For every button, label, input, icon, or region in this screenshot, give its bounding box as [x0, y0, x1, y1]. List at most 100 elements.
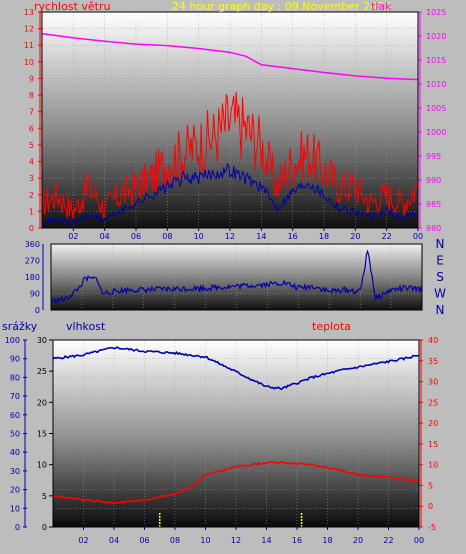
humidity-tick-label: 30: [37, 336, 47, 345]
panel-bottom-frame: [52, 339, 420, 528]
temp-tick-label: 0: [428, 502, 433, 511]
humidity-tick-label: 5: [42, 492, 47, 501]
temp-tick-label: 10: [428, 461, 438, 470]
right-tick-label: 990: [426, 176, 441, 185]
rain-tick-label: 70: [10, 392, 20, 401]
temperature-axis-title: teplota: [312, 320, 351, 333]
x-tick-label: 20: [350, 232, 360, 241]
x-tick-label: 16: [292, 536, 302, 545]
left-tick-label: 10: [24, 58, 34, 67]
x-tick-label: 10: [194, 232, 204, 241]
left-tick-label: 1: [29, 207, 34, 216]
rain-tick-label: 20: [10, 486, 20, 495]
x-tick-label: 20: [353, 536, 363, 545]
humidity-tick-label: 0: [42, 523, 47, 532]
left-tick-label: 8: [29, 91, 34, 100]
left-tick-label: 11: [24, 41, 34, 50]
x-tick-label: 12: [231, 536, 241, 545]
x-tick-label: 22: [382, 232, 392, 241]
left-axis-title: rychlost větru: [34, 0, 110, 13]
wind-gust-line: [41, 91, 419, 220]
x-tick-label: 06: [139, 536, 149, 545]
direction-line: [50, 249, 423, 304]
panel-mid-frame: [50, 243, 423, 311]
rain-tick-label: 60: [10, 411, 20, 420]
right-tick-label: 1020: [426, 32, 446, 41]
panel-top-frame: [41, 11, 419, 229]
humidity-axis-title: vlhkost: [66, 320, 106, 333]
left-tick-label: 12: [24, 25, 34, 34]
humidity-tick-label: 15: [37, 430, 47, 439]
left-tick-label: 9: [29, 74, 34, 83]
right-tick-label: 1010: [426, 80, 446, 89]
humidity-tick-label: 25: [37, 367, 47, 376]
x-tick-label: 02: [78, 536, 88, 545]
direction-tick-label: 0: [35, 306, 40, 315]
x-tick-label: 16: [288, 232, 298, 241]
humidity-tick-label: 10: [37, 461, 47, 470]
right-tick-label: 1005: [426, 104, 446, 113]
x-tick-label: 02: [68, 232, 78, 241]
humidity-line: [52, 346, 420, 391]
temp-tick-label: -5: [428, 523, 436, 532]
x-tick-label: 14: [256, 232, 266, 241]
rain-tick-label: 0: [15, 523, 20, 532]
rain-tick-label: 40: [10, 448, 20, 457]
left-tick-label: 6: [29, 124, 34, 133]
rain-tick-label: 100: [5, 336, 20, 345]
humidity-tick-label: 20: [37, 398, 47, 407]
x-tick-label: 10: [200, 536, 210, 545]
left-tick-label: 7: [29, 108, 34, 117]
x-tick-label: 18: [322, 536, 332, 545]
temp-tick-label: 25: [428, 398, 438, 407]
rain-tick-label: 10: [10, 504, 20, 513]
left-tick-label: 5: [29, 141, 34, 150]
x-tick-label: 04: [109, 536, 119, 545]
graph-title: 24 hour graph day : 09.November 2023: [172, 0, 391, 13]
series-layer: [41, 32, 423, 527]
compass-label: N: [436, 237, 445, 251]
direction-tick-label: 180: [25, 273, 40, 282]
compass-label: W: [434, 287, 446, 301]
rain-tick-label: 90: [10, 355, 20, 364]
x-tick-label: 18: [319, 232, 329, 241]
x-tick-label: 06: [131, 232, 141, 241]
right-tick-label: 1000: [426, 128, 446, 137]
left-tick-label: 0: [29, 224, 34, 233]
right-tick-label: 1015: [426, 56, 446, 65]
compass-label: E: [436, 254, 444, 268]
x-tick-label: 22: [383, 536, 393, 545]
temp-tick-label: 5: [428, 481, 433, 490]
wind-average-line: [41, 162, 419, 226]
x-tick-label: 08: [162, 232, 172, 241]
right-tick-label: 1025: [426, 8, 446, 17]
compass-label: N: [436, 303, 445, 317]
temp-tick-label: 30: [428, 378, 438, 387]
x-tick-label: 00: [414, 536, 424, 545]
temp-tick-label: 15: [428, 440, 438, 449]
rain-tick-label: 80: [10, 373, 20, 382]
temp-tick-label: 35: [428, 357, 438, 366]
right-axis-title: tlak: [371, 0, 392, 13]
temp-tick-label: 40: [428, 336, 438, 345]
x-tick-label: 00: [413, 232, 423, 241]
temp-tick-label: 20: [428, 419, 438, 428]
x-tick-label: 04: [100, 232, 110, 241]
x-tick-label: 12: [225, 232, 235, 241]
x-tick-label: 14: [261, 536, 271, 545]
right-tick-label: 985: [426, 200, 441, 209]
axis-layer: 0123456789101112139809859909951000100510…: [5, 8, 447, 545]
direction-tick-label: 90: [30, 290, 40, 299]
right-tick-label: 995: [426, 152, 441, 161]
left-tick-label: 2: [29, 191, 34, 200]
compass-label: S: [436, 270, 444, 284]
right-tick-label: 980: [426, 224, 441, 233]
rain-tick-label: 50: [10, 430, 20, 439]
left-tick-label: 13: [24, 8, 34, 17]
direction-tick-label: 360: [25, 240, 40, 249]
direction-tick-label: 270: [25, 257, 40, 266]
rain-tick-label: 30: [10, 467, 20, 476]
pressure-line: [41, 32, 419, 81]
